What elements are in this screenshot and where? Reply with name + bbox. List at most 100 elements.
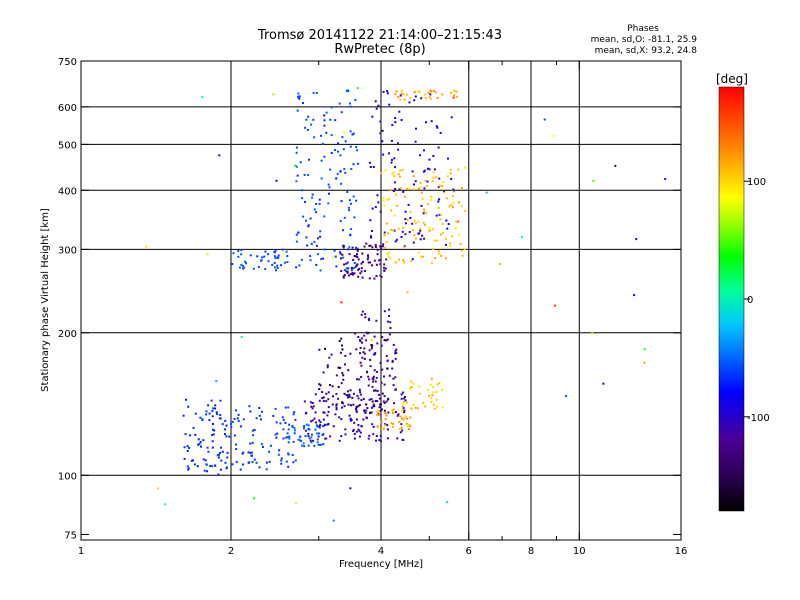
data-point — [249, 451, 252, 454]
data-point — [591, 332, 594, 335]
data-point — [455, 220, 458, 223]
data-point — [355, 246, 357, 249]
data-point — [313, 208, 316, 211]
data-point — [406, 291, 409, 294]
data-point — [446, 501, 449, 504]
data-point — [404, 233, 407, 236]
data-point — [359, 340, 362, 343]
data-point — [406, 417, 409, 420]
data-point — [320, 443, 323, 446]
data-point — [386, 198, 389, 201]
data-point — [452, 206, 454, 209]
data-point — [340, 435, 343, 438]
data-point — [360, 399, 363, 402]
data-point — [350, 269, 353, 272]
data-point — [334, 413, 337, 416]
data-point — [379, 258, 382, 261]
data-point — [275, 179, 278, 182]
x-tick-label: 2 — [228, 546, 234, 557]
data-point — [341, 253, 344, 256]
data-point — [346, 270, 349, 273]
phase-stats-x: mean, sd,X: 93.2, 24.8 — [595, 46, 698, 56]
data-point — [362, 261, 364, 263]
data-point — [318, 432, 321, 435]
data-point — [261, 410, 263, 413]
data-point — [403, 261, 406, 264]
data-point — [379, 245, 382, 248]
data-point — [187, 467, 190, 470]
data-point — [377, 201, 380, 204]
data-point — [433, 168, 436, 171]
data-point — [425, 211, 427, 214]
data-point — [412, 188, 415, 191]
data-point — [318, 425, 320, 428]
data-point — [433, 239, 436, 242]
data-point — [643, 348, 646, 351]
data-point — [224, 428, 227, 431]
data-point — [332, 256, 335, 259]
data-point — [388, 333, 391, 336]
data-point — [388, 251, 391, 254]
data-point — [297, 231, 299, 234]
y-tick-labels: 75 100 200 300 400 500 600 750 — [58, 57, 77, 541]
data-point — [322, 443, 325, 445]
data-point — [554, 304, 557, 307]
data-point — [355, 146, 358, 149]
data-point — [359, 352, 361, 355]
data-point — [337, 386, 340, 388]
data-point — [373, 335, 376, 338]
data-point — [399, 187, 402, 189]
data-point — [352, 132, 355, 135]
colorbar-tick-label: -100 — [747, 413, 770, 424]
data-point — [342, 229, 345, 232]
data-point — [355, 255, 358, 258]
data-point — [356, 263, 359, 266]
data-point — [224, 419, 227, 422]
data-point — [370, 236, 373, 239]
data-point — [402, 226, 404, 229]
data-point — [356, 378, 358, 381]
data-point — [424, 97, 427, 100]
data-point — [334, 119, 337, 122]
data-point — [404, 415, 407, 418]
data-point — [186, 445, 189, 448]
data-point — [243, 266, 246, 269]
data-point — [253, 429, 256, 431]
data-point — [322, 425, 325, 427]
data-point — [353, 421, 356, 424]
data-point — [384, 169, 387, 172]
data-point — [242, 418, 245, 421]
data-point — [295, 502, 297, 505]
data-point — [335, 392, 338, 395]
data-point — [358, 435, 361, 438]
data-point — [323, 423, 326, 426]
data-point — [292, 440, 295, 443]
data-point — [388, 374, 391, 377]
data-point — [426, 180, 429, 183]
data-point — [387, 255, 390, 258]
colorbar-tick-label: 0 — [747, 295, 753, 306]
data-point — [450, 177, 453, 180]
data-point — [614, 164, 617, 167]
data-point — [398, 421, 401, 423]
data-point — [276, 264, 279, 267]
data-point — [395, 90, 398, 93]
data-point — [258, 466, 261, 469]
data-point — [206, 253, 209, 256]
data-point — [346, 390, 349, 393]
data-point — [352, 163, 355, 166]
data-point — [393, 157, 396, 160]
data-point — [355, 410, 358, 413]
data-point — [282, 437, 285, 440]
data-point — [303, 445, 306, 448]
data-point — [316, 432, 319, 435]
data-point — [342, 256, 345, 259]
data-point — [340, 200, 343, 203]
data-point — [435, 398, 438, 401]
data-point — [436, 239, 439, 242]
data-point — [286, 261, 289, 263]
data-point — [436, 405, 438, 408]
data-point — [401, 417, 403, 420]
data-point — [449, 168, 452, 171]
data-point — [401, 405, 404, 408]
